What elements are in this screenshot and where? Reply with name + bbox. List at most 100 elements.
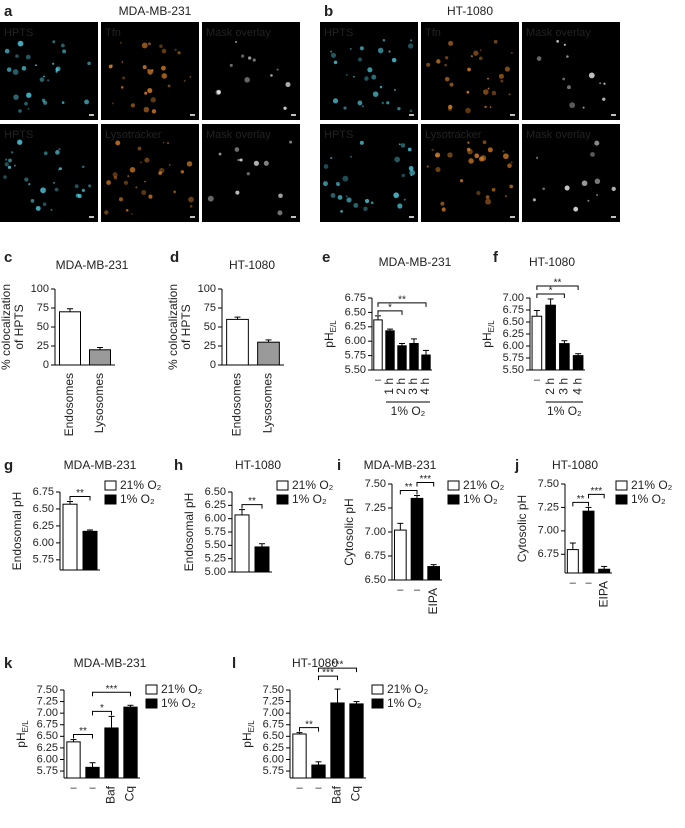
y-axis-label: pHE/L (240, 720, 256, 748)
x-tick-label: 4 h (570, 378, 584, 395)
cell-signal (237, 158, 241, 162)
channel-label: Lysotracker (105, 129, 162, 141)
cell-signal (252, 58, 256, 62)
cell-signal (556, 39, 560, 43)
cell-signal (563, 43, 566, 46)
y-tick-label: 6.00 (205, 513, 226, 525)
significance-bracket (416, 482, 435, 487)
cell-signal (510, 161, 513, 164)
y-tick-label: 7.50 (263, 684, 284, 696)
y-axis-label-text: % colocalization (166, 284, 180, 370)
cell-signal (47, 79, 50, 82)
chart-title: HT-1080 (529, 255, 575, 269)
legend-label: 1% O₂ (120, 492, 155, 506)
legend-label: 21% O₂ (387, 682, 429, 696)
panel-label: j (514, 457, 519, 474)
cell-signal (141, 42, 148, 49)
significance-label: *** (332, 660, 344, 671)
cell-signal (444, 76, 450, 82)
y-tick-label: 7.25 (538, 501, 559, 513)
cell-signal (129, 167, 136, 173)
cell-signal (13, 164, 16, 167)
cell-signal (465, 107, 471, 114)
cell-signal (150, 97, 156, 103)
y-axis-label-text: of HPTS (12, 304, 26, 349)
legend-swatch (276, 480, 289, 491)
legend-swatch (371, 684, 384, 695)
cell-signal (340, 210, 343, 213)
cell-signal (507, 163, 512, 169)
y-tick-label: 6.25 (345, 321, 366, 333)
cell-signal (54, 187, 59, 192)
cell-signal (235, 41, 238, 43)
cell-signal (27, 108, 30, 110)
bar (427, 566, 441, 581)
legend-swatch (104, 494, 117, 505)
cell-signal (359, 46, 364, 51)
y-axis-label-text: pH (14, 732, 28, 747)
cell-signal (148, 194, 153, 199)
y-tick-label: 6.50 (345, 306, 366, 318)
y-tick-label: 50 (204, 321, 216, 333)
cell-signal (401, 173, 405, 178)
cell-signal (467, 67, 471, 72)
micrograph (202, 22, 300, 120)
cell-signal (121, 61, 124, 63)
chart-title: HT-1080 (292, 656, 338, 670)
x-tick-label: – (70, 782, 77, 794)
cell-signal (345, 73, 348, 76)
cell-signal (15, 54, 19, 58)
significance-label: ** (76, 488, 84, 499)
channel-label: Tfn (425, 27, 441, 39)
bar (234, 514, 250, 573)
panel-label: c (4, 249, 12, 266)
significance-bracket (69, 495, 91, 501)
y-axis-label-text: pH (322, 332, 336, 347)
cell-signal (158, 171, 162, 175)
cell-signal (143, 106, 150, 113)
bar (394, 529, 407, 581)
y-axis-label: of HPTS (179, 304, 193, 349)
cell-signal (52, 40, 56, 44)
x-tick-label: EIPA (596, 581, 610, 607)
cell-signal (270, 74, 273, 77)
cell-signal (276, 68, 279, 71)
cell-signal (137, 146, 142, 151)
cell-signal (144, 91, 148, 95)
cell-signal (357, 100, 363, 106)
cell-signal (113, 176, 118, 180)
panel-label: g (4, 457, 13, 474)
cell-signal (335, 181, 340, 186)
legend-swatch (615, 480, 628, 491)
cell-signal (449, 82, 454, 87)
cell-signal (26, 92, 32, 98)
y-tick-label: 6.50 (263, 730, 284, 742)
legend-label: 1% O₂ (463, 492, 498, 506)
cell-signal (253, 160, 259, 166)
significance-bracket (377, 302, 427, 307)
y-tick-label: 7.00 (365, 526, 386, 538)
bar (82, 530, 98, 571)
y-tick-label: 7.00 (263, 707, 284, 719)
significance-label: *** (106, 684, 118, 695)
micrograph (0, 22, 98, 120)
bar (104, 727, 119, 779)
y-axis-label: Endosomal pH (182, 493, 196, 572)
cell-signal (186, 161, 193, 167)
x-tick-label: – (89, 782, 96, 794)
cell-signal (509, 184, 514, 189)
y-axis-label: Cytosolic pH (515, 495, 529, 562)
y-axis-label-text: Cytosolic pH (515, 495, 529, 562)
cell-signal (398, 143, 401, 146)
cell-signal (135, 186, 138, 189)
y-tick-label: 75 (37, 302, 49, 314)
cell-signal (573, 206, 579, 212)
y-tick-label: 5.75 (345, 350, 366, 362)
y-axis-label: Endosomal pH (10, 492, 24, 571)
cell-signal (408, 166, 414, 171)
y-axis-label-text: Cytosolic pH (342, 498, 356, 565)
cell-signal (410, 39, 413, 42)
cell-signal (180, 170, 184, 174)
cell-signal (489, 106, 492, 108)
y-tick-label: 7.50 (365, 478, 386, 490)
